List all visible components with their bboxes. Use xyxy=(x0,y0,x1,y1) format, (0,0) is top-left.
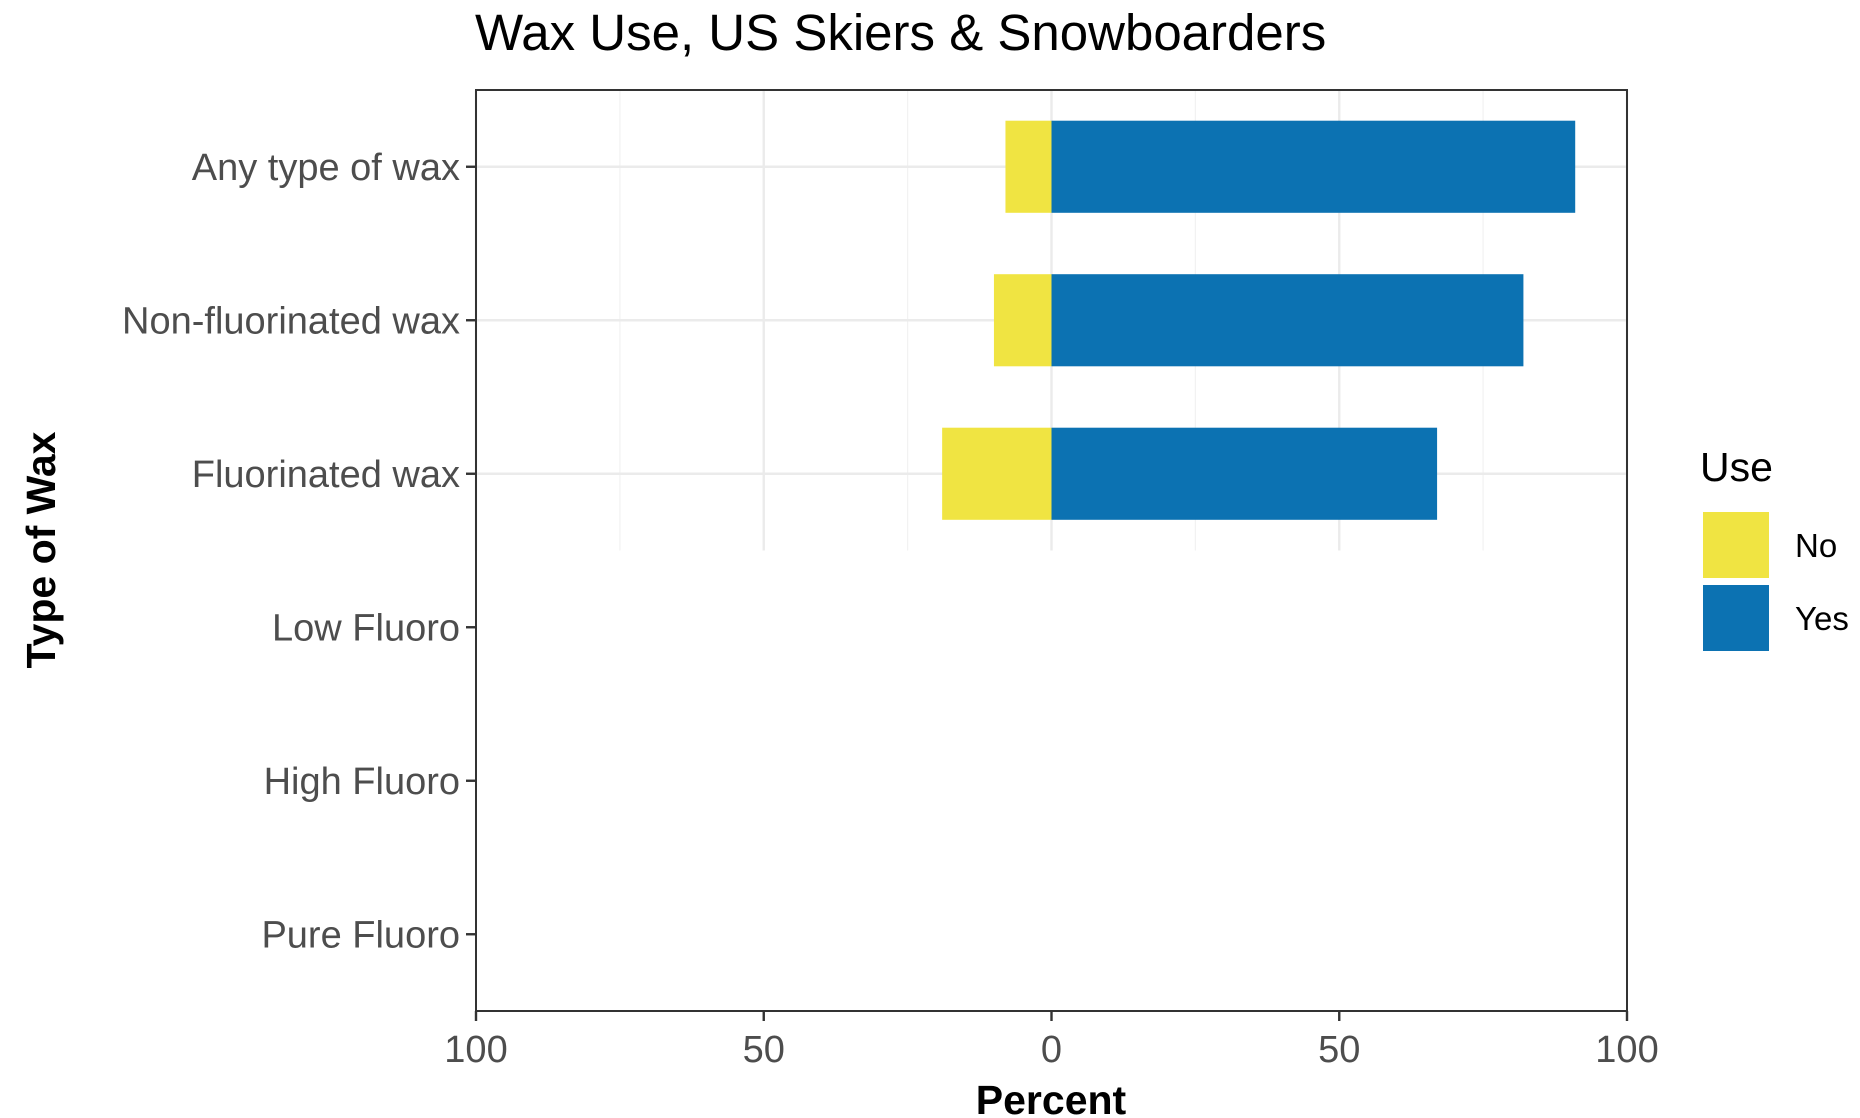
bar-no-0 xyxy=(1005,120,1052,213)
y-tick-label: Pure Fluoro xyxy=(261,914,460,956)
x-axis: 100 50 0 50 100 xyxy=(444,1011,1659,1071)
legend-label-yes: Yes xyxy=(1795,600,1849,637)
legend-title: Use xyxy=(1700,444,1773,490)
y-tick-label: Non-fluorinated wax xyxy=(122,300,460,342)
bar-yes-1 xyxy=(1051,274,1524,367)
y-axis: Any type of wax Non-fluorinated wax Fluori… xyxy=(122,147,476,956)
bar-no-1 xyxy=(993,274,1052,367)
chart-title: Wax Use, US Skiers & Snowboarders xyxy=(475,4,1326,61)
x-tick-label: 50 xyxy=(743,1029,785,1071)
legend-label-no: No xyxy=(1795,527,1837,564)
y-axis-title: Type of Wax xyxy=(18,431,64,668)
y-tick-label: Any type of wax xyxy=(192,147,460,189)
bar-yes-0 xyxy=(1051,120,1576,213)
x-axis-title: Percent xyxy=(976,1077,1127,1118)
x-tick-label: 100 xyxy=(444,1029,507,1071)
bar-yes-2 xyxy=(1051,427,1438,520)
x-tick-label: 0 xyxy=(1041,1029,1062,1071)
bars xyxy=(942,120,1576,520)
y-tick-label: Fluorinated wax xyxy=(192,454,460,496)
y-tick-label: High Fluoro xyxy=(264,761,460,803)
x-tick-label: 100 xyxy=(1595,1029,1658,1071)
legend: Use No Yes xyxy=(1700,444,1849,651)
bar-no-2 xyxy=(942,427,1052,520)
legend-key-yes xyxy=(1703,585,1769,651)
legend-key-no xyxy=(1703,512,1769,578)
x-tick-label: 50 xyxy=(1318,1029,1360,1071)
y-tick-label: Low Fluoro xyxy=(272,607,460,649)
